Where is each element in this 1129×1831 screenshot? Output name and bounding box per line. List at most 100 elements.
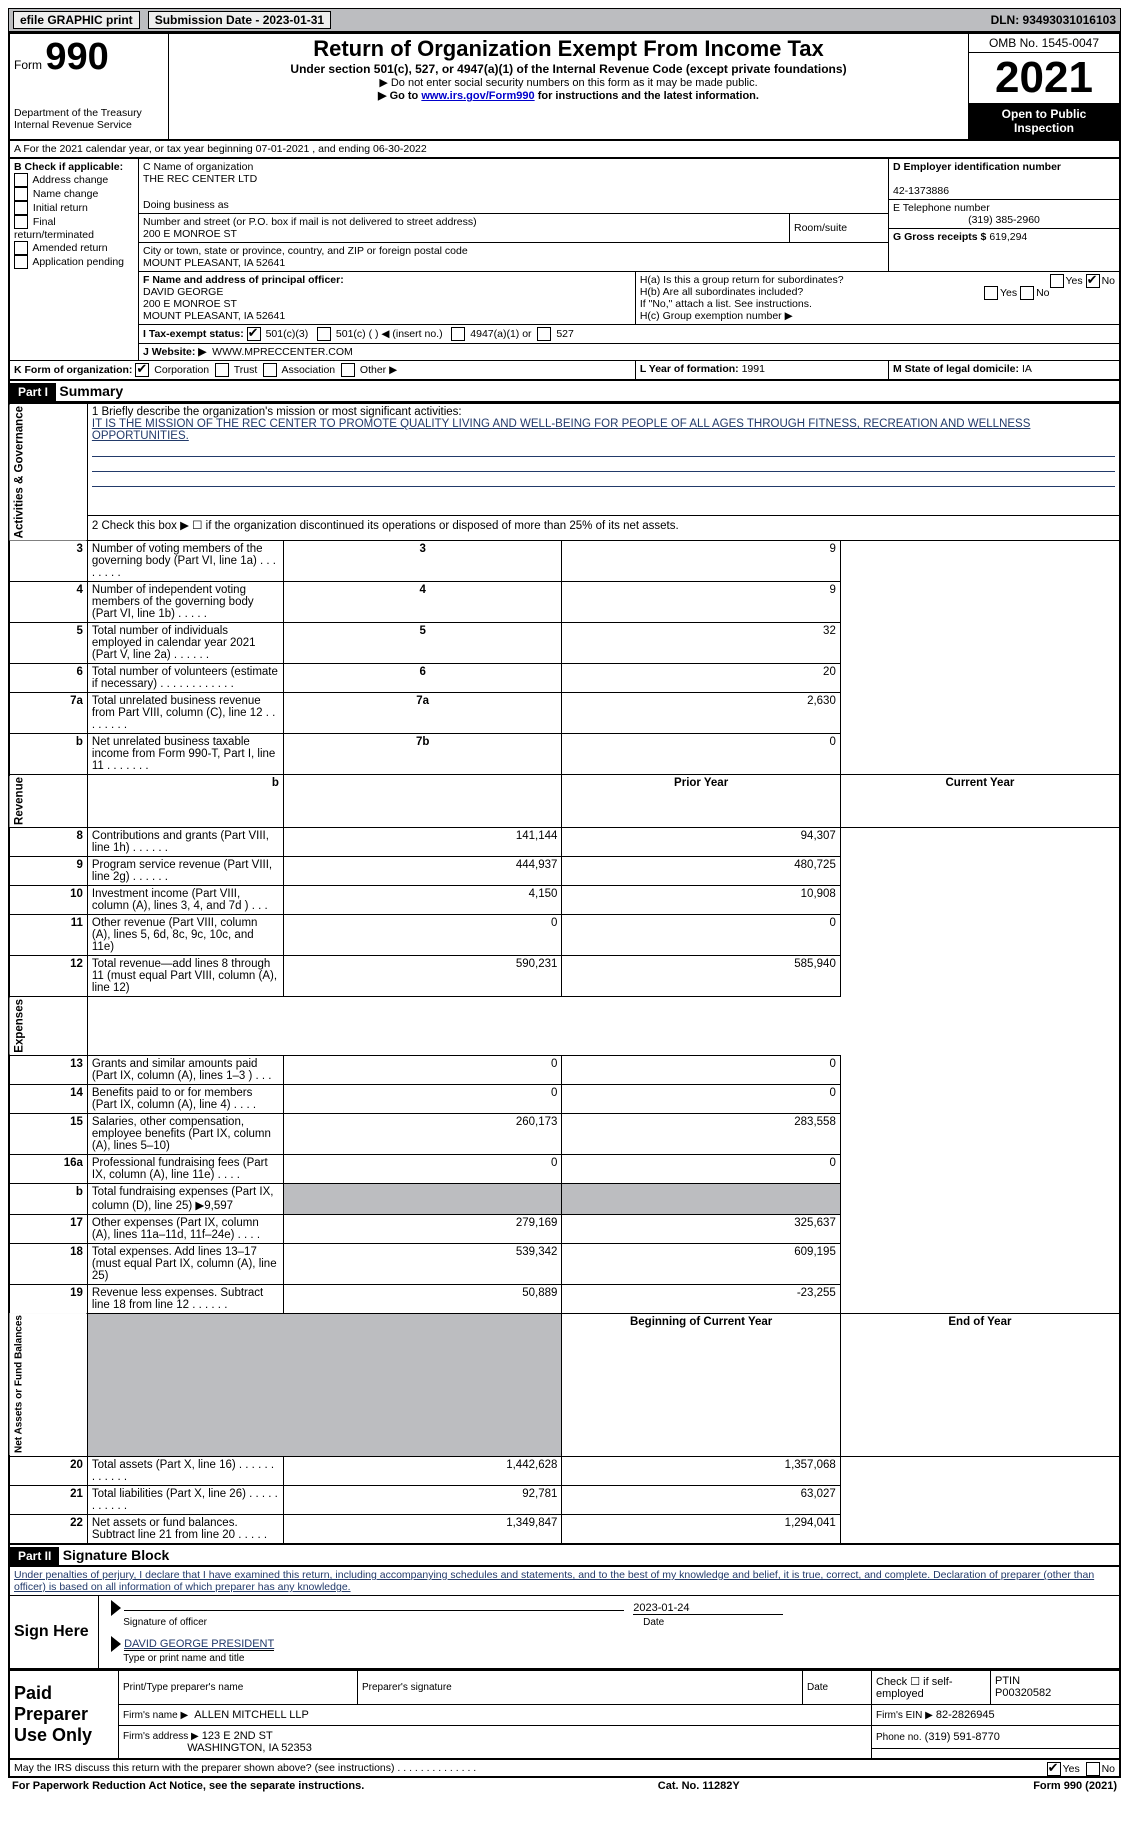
cb-association[interactable] [263,363,277,377]
cb-application-pending[interactable] [14,255,28,269]
cb-ha-no[interactable] [1086,274,1100,288]
cb-initial-return[interactable] [14,201,28,215]
cb-501c3[interactable] [247,327,261,341]
summary-row: bTotal fundraising expenses (Part IX, co… [9,1183,1120,1214]
summary-row: 4Number of independent voting members of… [9,582,1120,623]
part2-header: Part II Signature Block [8,1545,1121,1567]
hb-label: H(b) Are all subordinates included? [640,286,803,298]
form-of-org-label: K Form of organization: [14,364,132,376]
open-to-public: Open to Public Inspection [969,103,1119,139]
entity-info-table: B Check if applicable: Address change Na… [8,158,1121,381]
cb-trust[interactable] [215,363,229,377]
box-b-label: B Check if applicable: [14,161,123,173]
state-domicile-label: M State of legal domicile: [893,363,1019,375]
summary-row: 11Other revenue (Part VIII, column (A), … [9,915,1120,956]
part1-header: Part I Summary [8,381,1121,403]
org-name-label: C Name of organization [143,161,253,173]
cb-hb-no[interactable] [1020,286,1034,300]
preparer-date-label: Date [807,1682,828,1693]
cb-name-change[interactable] [14,187,28,201]
summary-row: 14Benefits paid to or for members (Part … [9,1084,1120,1113]
phone-label: E Telephone number [893,202,990,214]
opt-527: 527 [556,328,574,340]
sig-name: DAVID GEORGE PRESIDENT [124,1638,274,1651]
sign-here-label: Sign Here [9,1595,99,1669]
cb-name-change-label: Name change [33,188,98,200]
tax-status-label: I Tax-exempt status: [143,328,244,340]
firm-name-label: Firm's name ▶ [123,1710,188,1721]
may-irs-text: May the IRS discuss this return with the… [14,1762,476,1774]
cb-501c[interactable] [317,327,331,341]
box-h: H(a) Is this a group return for subordin… [635,272,1120,325]
firm-name: ALLEN MITCHELL LLP [194,1709,309,1721]
summary-row: 5Total number of individuals employed in… [9,623,1120,664]
efile-topbar: efile GRAPHIC print Submission Date - 20… [8,8,1121,32]
cb-may-irs-no[interactable] [1086,1762,1100,1776]
firm-addr-label: Firm's address ▶ [123,1731,199,1742]
may-irs-no: No [1102,1763,1115,1775]
year-formation-value: 1991 [742,363,765,375]
may-irs-discuss: May the IRS discuss this return with the… [8,1760,1121,1776]
mission-label: 1 Briefly describe the organization's mi… [92,406,462,418]
opt-association: Association [281,364,335,376]
may-irs-yes: Yes [1063,1763,1080,1775]
hb-no-label: No [1036,287,1049,299]
opt-501c: 501(c) ( ) ◀ (insert no.) [336,328,443,340]
opt-corporation: Corporation [154,364,209,376]
cb-ha-yes[interactable] [1050,274,1064,288]
opt-501c3: 501(c)(3) [266,328,309,340]
city-value: MOUNT PLEASANT, IA 52641 [143,257,285,269]
dba-label: Doing business as [143,199,229,211]
cb-may-irs-yes[interactable] [1047,1762,1061,1776]
summary-row: 21Total liabilities (Part X, line 26) . … [9,1485,1120,1514]
mission-text: IT IS THE MISSION OF THE REC CENTER TO P… [92,418,1031,442]
cb-4947[interactable] [451,327,465,341]
firm-addr2: WASHINGTON, IA 52353 [187,1742,312,1754]
hint2-pre: ▶ Go to [378,90,421,102]
footer-left: For Paperwork Reduction Act Notice, see … [12,1780,364,1792]
summary-row: 6Total number of volunteers (estimate if… [9,664,1120,693]
cb-initial-return-label: Initial return [33,202,88,214]
summary-row: 7aTotal unrelated business revenue from … [9,693,1120,734]
summary-table: Activities & Governance 1 Briefly descri… [8,403,1121,1545]
preparer-phone-label: Phone no. [876,1732,922,1743]
ptin-label: PTIN [995,1675,1020,1687]
cb-other[interactable] [341,363,355,377]
efile-print-label: efile GRAPHIC print [13,11,140,29]
city-label: City or town, state or province, country… [143,245,468,257]
ha-no-label: No [1102,275,1115,287]
box-f: F Name and address of principal officer:… [139,272,636,325]
form-title: Return of Organization Exempt From Incom… [173,36,964,62]
cb-amended-return[interactable] [14,241,28,255]
summary-row: 19Revenue less expenses. Subtract line 1… [9,1284,1120,1313]
summary-row: 12Total revenue—add lines 8 through 11 (… [9,956,1120,997]
preparer-sig-label: Preparer's signature [362,1682,452,1693]
summary-row: 8Contributions and grants (Part VIII, li… [9,828,1120,857]
sig-date-label: Date [643,1617,664,1628]
website-value: WWW.MPRECCENTER.COM [212,346,353,358]
penalty-text: Under penalties of perjury, I declare th… [8,1567,1121,1595]
sig-arrow-icon [111,1600,121,1616]
footer-mid: Cat. No. 11282Y [658,1780,740,1792]
ha-yes-label: Yes [1066,275,1083,287]
officer-city: MOUNT PLEASANT, IA 52641 [143,310,285,322]
cb-address-change-label: Address change [32,174,108,186]
ssn-warning: ▶ Do not enter social security numbers o… [173,76,964,89]
begin-year-header: Beginning of Current Year [562,1313,840,1456]
ptin-value: P00320582 [995,1687,1051,1699]
cb-527[interactable] [537,327,551,341]
ein-value: 42-1373886 [893,185,949,197]
hc-label: H(c) Group exemption number ▶ [640,310,793,322]
cb-corporation[interactable] [135,363,149,377]
form-subtitle: Under section 501(c), 527, or 4947(a)(1)… [173,62,964,76]
org-name: THE REC CENTER LTD [143,173,257,185]
summary-row: 3Number of voting members of the governi… [9,541,1120,582]
cb-hb-yes[interactable] [984,286,998,300]
cb-amended-return-label: Amended return [32,242,107,254]
cb-application-pending-label: Application pending [32,256,124,268]
phone-value: (319) 385-2960 [893,214,1115,226]
cb-final-return[interactable] [14,215,28,229]
irs-form990-link[interactable]: www.irs.gov/Form990 [421,90,534,102]
cb-address-change[interactable] [14,173,28,187]
line2-checkbox-text: 2 Check this box ▶ ☐ if the organization… [87,516,1120,541]
